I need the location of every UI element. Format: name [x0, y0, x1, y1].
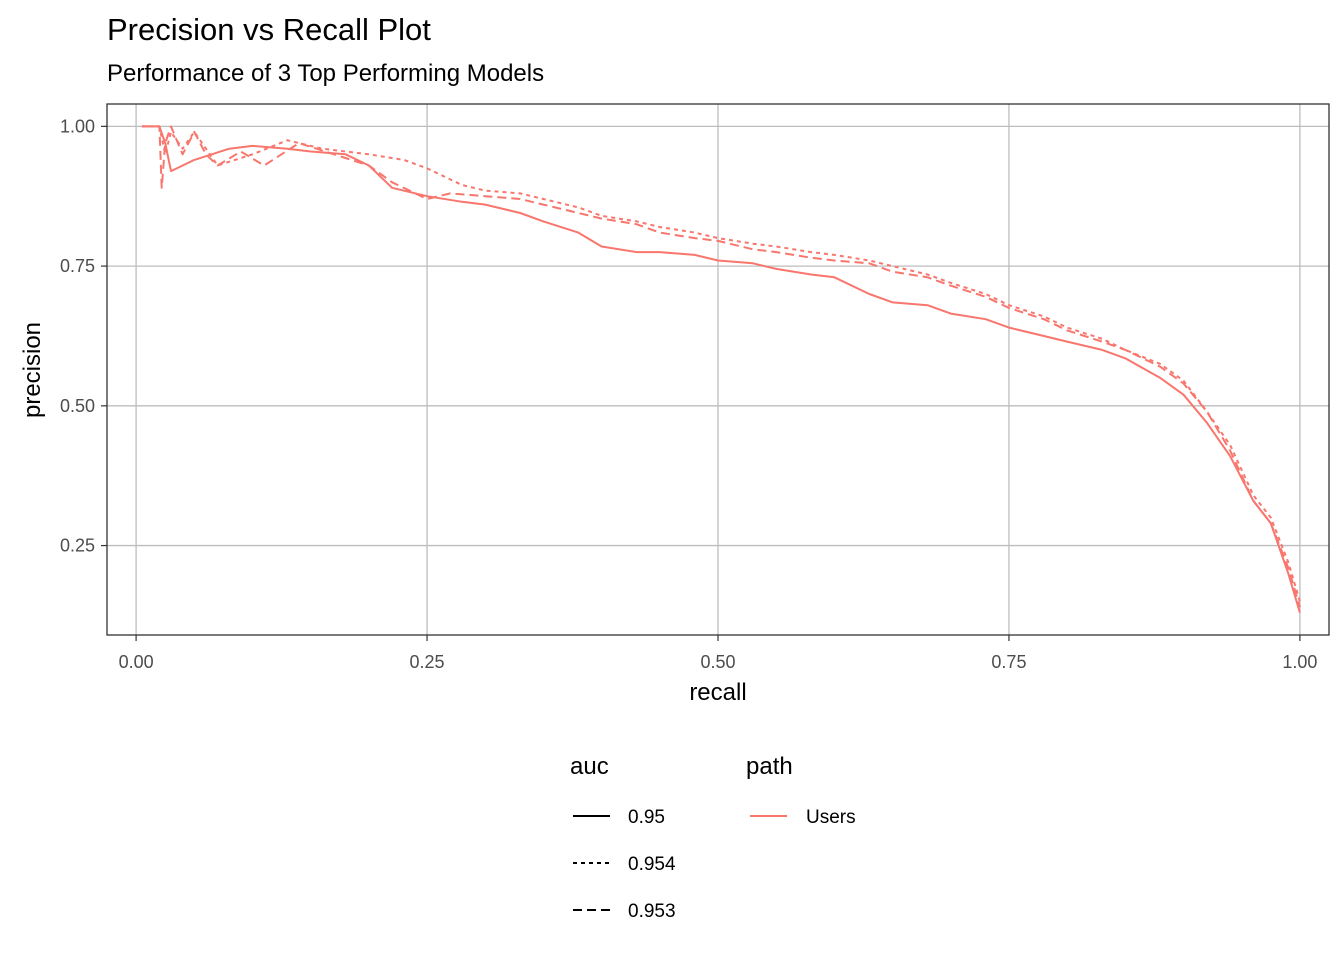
series-line-auc-0.954: [141, 125, 1301, 602]
series-line-auc-0.953: [141, 125, 1301, 608]
x-axis-title: recall: [689, 679, 746, 706]
legend-label-auc: 0.954: [628, 854, 676, 875]
legend-title-path: path: [746, 753, 793, 780]
legend-label-auc: 0.95: [628, 807, 665, 828]
chart-title: Precision vs Recall Plot: [107, 12, 431, 47]
y-tick-label: 0.25: [60, 536, 95, 556]
y-axis: 0.25 0.50 0.75 1.00: [60, 116, 107, 556]
legend-label-auc: 0.953: [628, 901, 676, 922]
x-tick-label: 0.50: [700, 652, 735, 672]
legend-label-path: Users: [806, 807, 856, 828]
y-tick-label: 1.00: [60, 116, 95, 136]
series-lines: [141, 125, 1301, 613]
x-tick-label: 1.00: [1282, 652, 1317, 672]
x-tick-label: 0.75: [991, 652, 1026, 672]
chart-subtitle: Performance of 3 Top Performing Models: [107, 60, 545, 87]
series-line-auc-0.95: [141, 125, 1301, 613]
x-tick-label: 0.00: [119, 652, 154, 672]
y-tick-label: 0.75: [60, 256, 95, 276]
legend-title-auc: auc: [570, 753, 609, 780]
legend: auc 0.95 0.954 0.953 path Users: [570, 753, 856, 922]
x-axis: 0.00 0.25 0.50 0.75 1.00: [119, 635, 1317, 672]
y-axis-title: precision: [19, 322, 46, 418]
y-tick-label: 0.50: [60, 396, 95, 416]
grid-lines: [107, 104, 1329, 635]
x-tick-label: 0.25: [410, 652, 445, 672]
